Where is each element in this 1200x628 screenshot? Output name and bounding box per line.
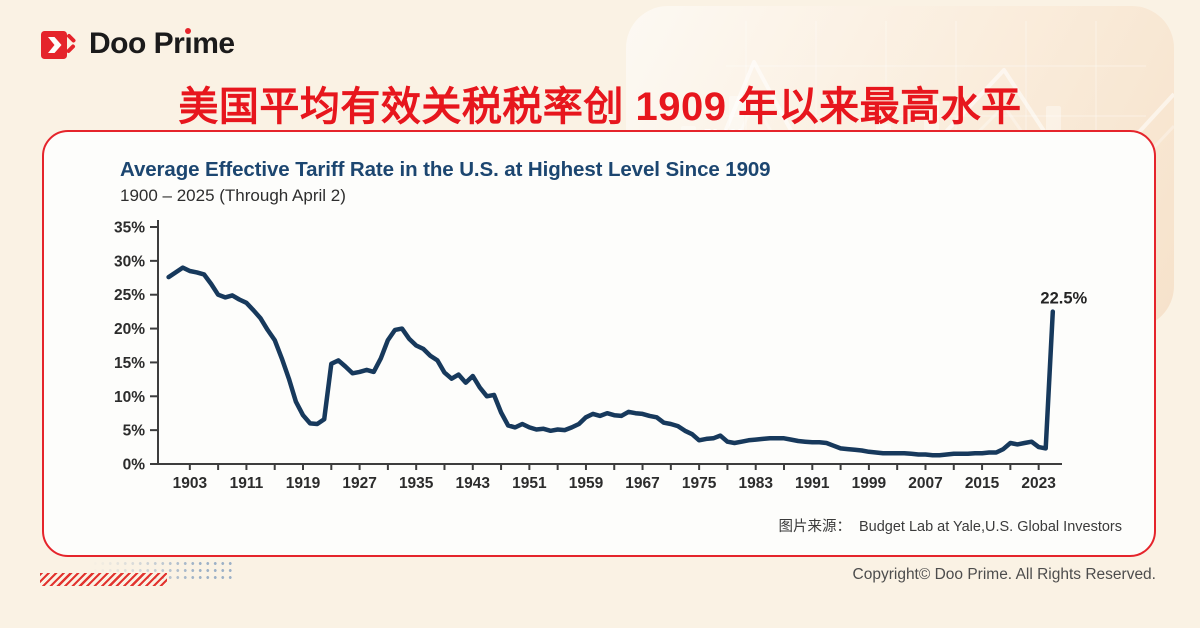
chart-subtitle: 1900 – 2025 (Through April 2)	[120, 186, 346, 205]
doo-prime-logo-icon	[41, 31, 76, 59]
x-tick-label: 1959	[569, 475, 604, 492]
image-source-value: Budget Lab at Yale,U.S. Global Investors	[858, 519, 1122, 535]
copyright-text: Copyright© Doo Prime. All Rights Reserve…	[852, 566, 1156, 583]
x-tick-label: 1975	[682, 475, 717, 492]
y-tick-label: 0%	[123, 457, 146, 474]
y-tick-label: 25%	[114, 287, 145, 304]
y-tick-label: 20%	[114, 321, 145, 338]
x-tick-label: 2023	[1021, 475, 1056, 492]
chart-card: Average Effective Tariff Rate in the U.S…	[42, 130, 1156, 557]
y-tick-label: 35%	[114, 220, 145, 237]
x-tick-label: 1951	[512, 475, 547, 492]
chart-title: Average Effective Tariff Rate in the U.S…	[120, 158, 771, 181]
x-tick-label: 1983	[738, 475, 773, 492]
image-source-line: 图片来源： Budget Lab at Yale,U.S. Global Inve…	[778, 515, 1122, 536]
x-tick-label: 1943	[456, 475, 491, 492]
y-tick-label: 30%	[114, 253, 145, 270]
x-tick-label: 1999	[852, 475, 887, 492]
x-tick-label: 1927	[342, 475, 376, 492]
hatched-bar-decoration	[40, 573, 167, 586]
y-tick-label: 10%	[114, 389, 145, 406]
doo-prime-logo: Doo Prıme	[40, 24, 235, 64]
x-tick-label: 1991	[795, 475, 830, 492]
logo-text-post: me	[192, 27, 235, 60]
y-tick-label: 5%	[123, 423, 146, 440]
peak-value-label: 22.5%	[1040, 290, 1087, 308]
tariff-rate-series-line	[166, 265, 1056, 458]
image-source-label: 图片来源：	[778, 519, 851, 535]
x-tick-label: 2015	[965, 475, 1000, 492]
logo-text-i: ı	[184, 27, 193, 60]
logo-text-pre: Doo Pr	[89, 27, 185, 60]
x-tick-label: 1903	[173, 475, 208, 492]
x-tick-label: 1967	[625, 475, 659, 492]
x-tick-label: 1911	[230, 475, 264, 492]
x-tick-label: 2007	[908, 475, 942, 492]
doo-prime-logo-text: Doo Prıme	[89, 24, 235, 64]
y-tick-label: 15%	[114, 355, 145, 372]
x-tick-label: 1919	[286, 475, 321, 492]
headline-title: 美国平均有效关税税率创 1909 年以来最高水平	[178, 85, 1022, 129]
x-tick-label: 1935	[399, 475, 434, 492]
tariff-rate-line-chart: 35% 30% 25% 20% 15% 10% 5% 0% 1903 1911 1919 1927 19…	[114, 220, 1088, 493]
